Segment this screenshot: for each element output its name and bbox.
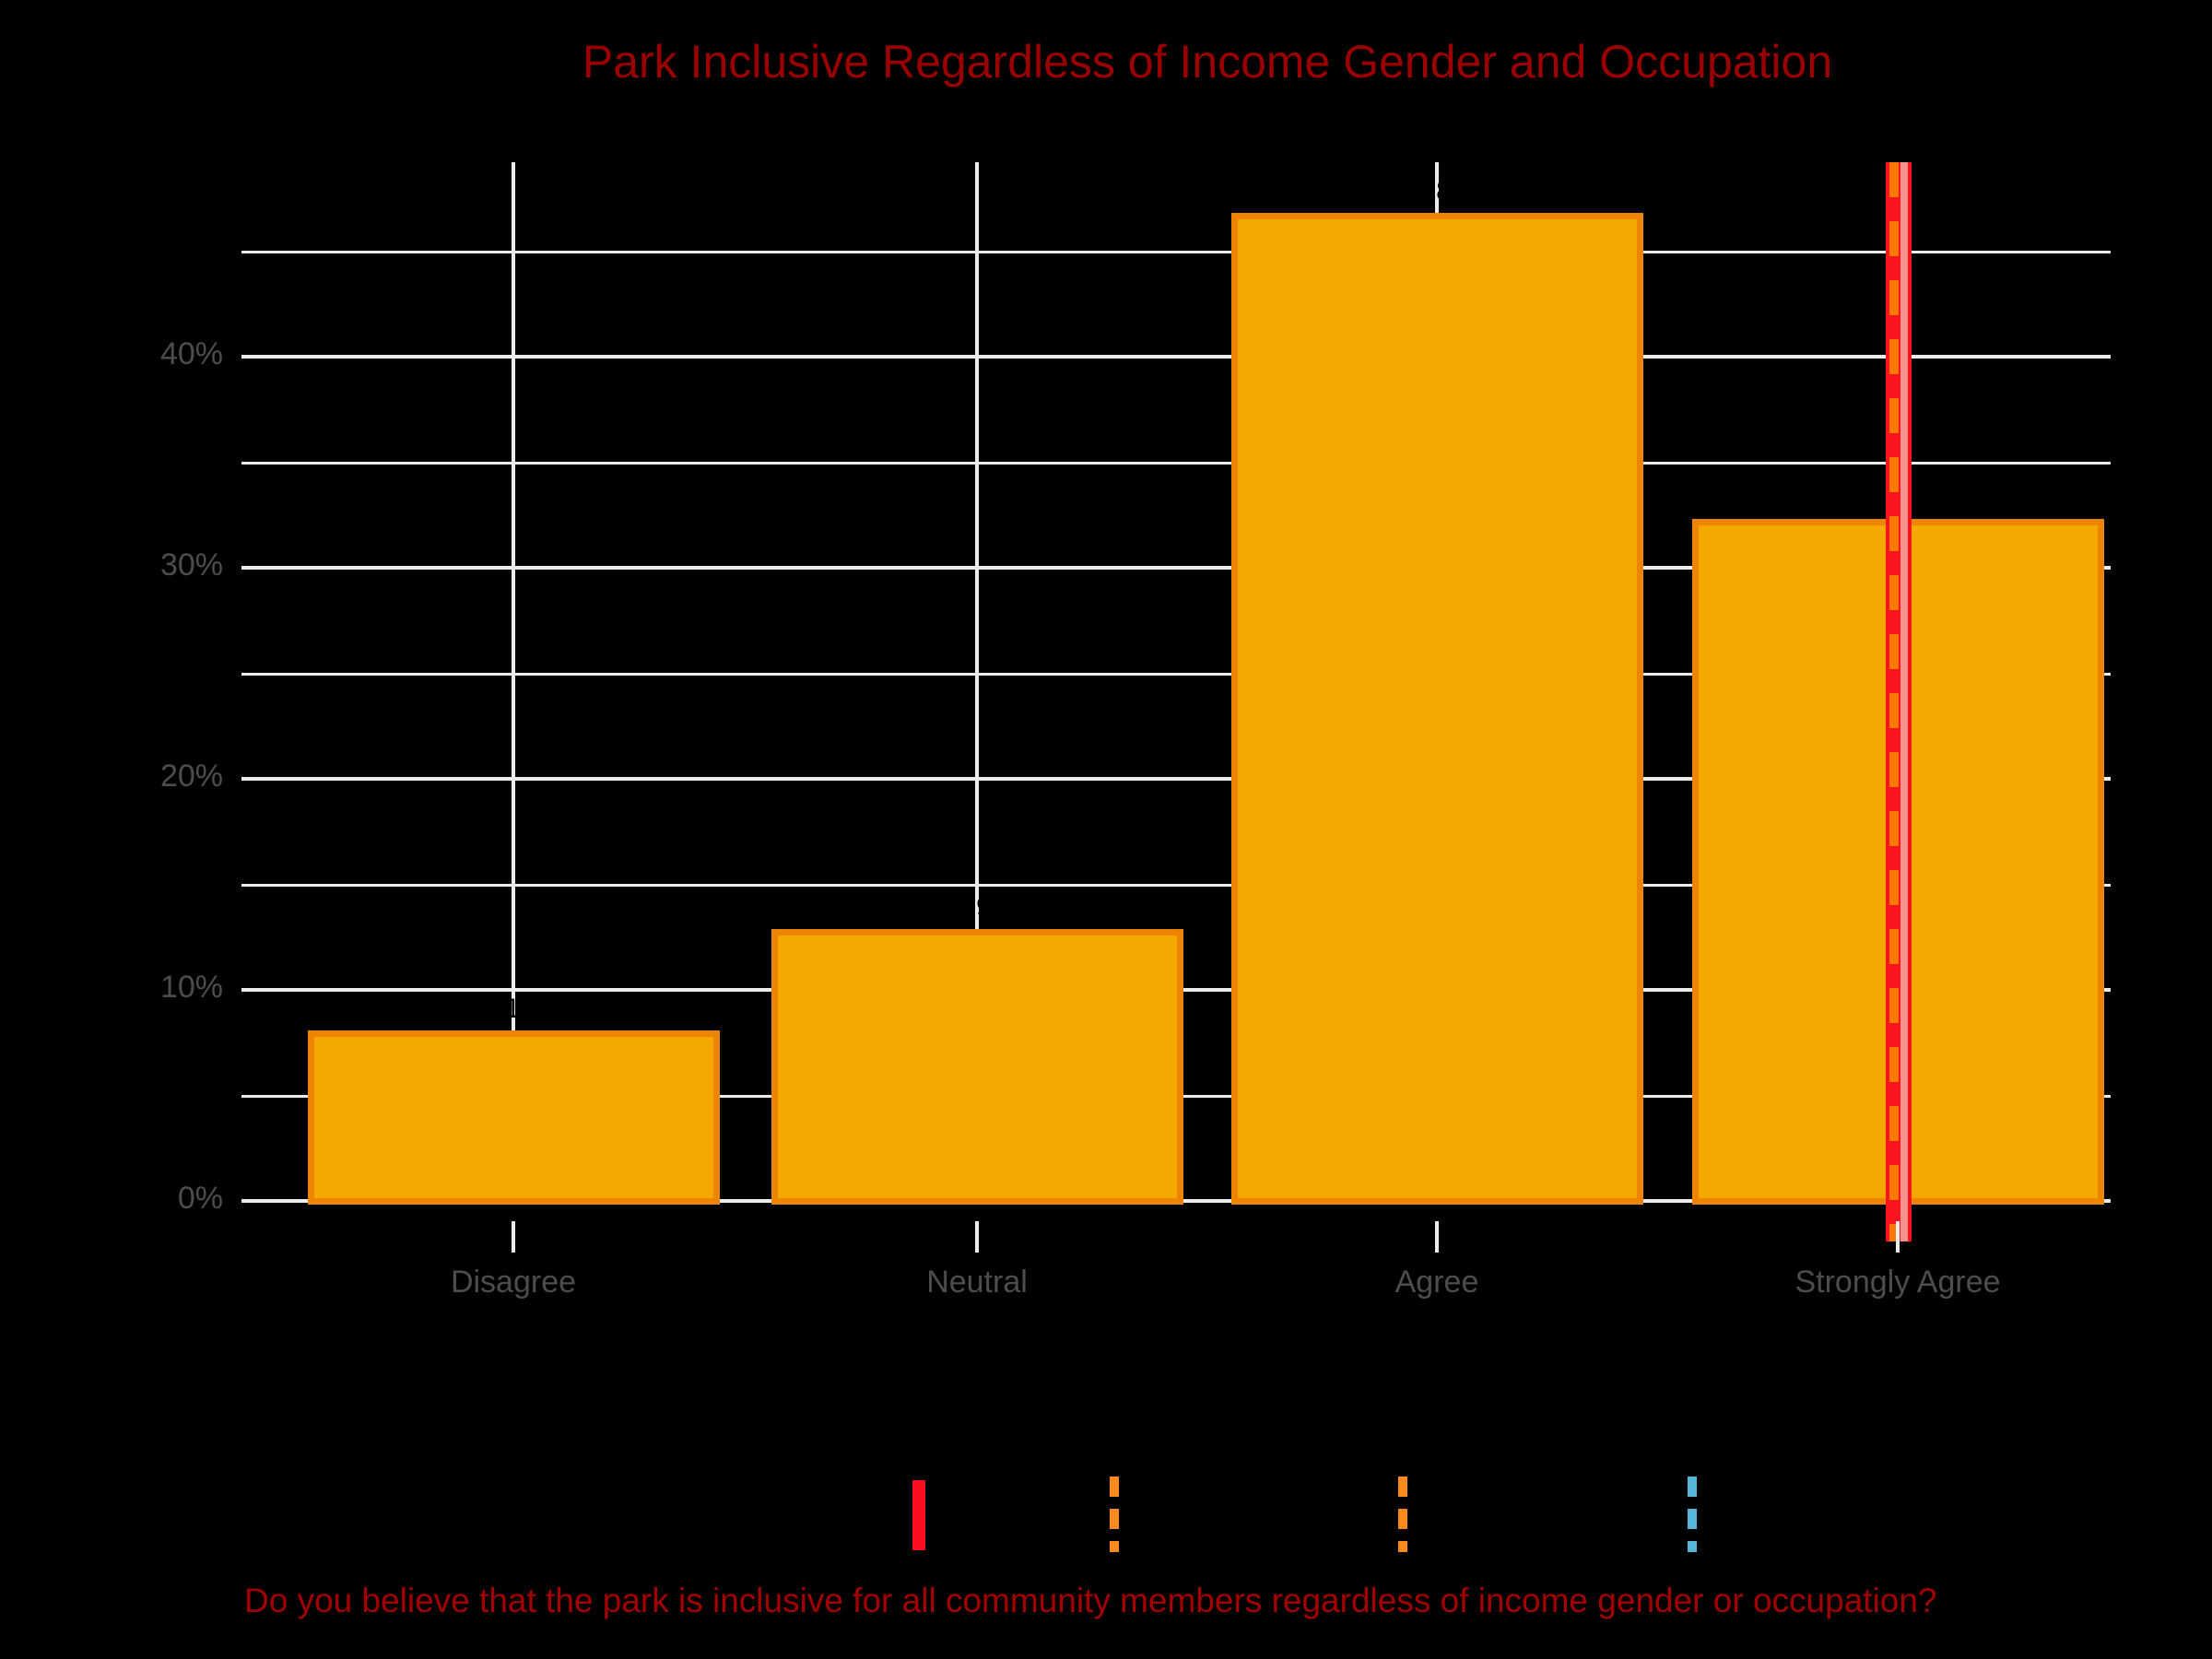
y-axis-tick-label: 0% <box>177 1181 223 1216</box>
gridline-major-h <box>241 355 2111 359</box>
gridline-major-h <box>241 566 2111 570</box>
y-axis-tick-label: 30% <box>159 547 223 582</box>
y-axis-tick-label: 10% <box>159 970 223 1005</box>
gridline-minor-h <box>241 672 2111 676</box>
x-axis-tick <box>1896 1221 1900 1253</box>
x-axis-label-disagree: Disagree <box>450 1265 577 1300</box>
x-axis-tick <box>512 1221 515 1253</box>
reference-line-core <box>1900 162 1908 1241</box>
gridline-minor-h <box>241 883 2111 887</box>
legend-key-dashed-line-1 <box>1110 1477 1119 1552</box>
gridline-v-disagree <box>512 162 515 1201</box>
y-axis-tick-label: 40% <box>159 336 223 371</box>
x-axis-tick <box>975 1221 979 1253</box>
x-axis-tick <box>1435 1221 1439 1253</box>
bar-value-label-disagree: 8.1% <box>481 993 546 1024</box>
reference-line-orange-dashed <box>1889 162 1899 1241</box>
bar-value-label-agree: 46.8% <box>1397 176 1477 207</box>
bar-neutral <box>771 928 1183 1205</box>
legend-key-dashed-line-3 <box>1688 1477 1697 1552</box>
chart-title: Park Inclusive Regardless of Income Gend… <box>582 36 1833 88</box>
legend <box>0 1471 2212 1554</box>
y-axis-tick-label: 20% <box>159 759 223 794</box>
x-axis-label-agree: Agree <box>1394 1265 1479 1300</box>
bar-disagree <box>307 1030 720 1205</box>
gridline-major-h <box>241 777 2111 781</box>
legend-key-solid-line-0 <box>912 1480 925 1550</box>
gridline-v-neutral <box>975 162 979 1201</box>
bar-value-label-neutral: 12.9% <box>937 891 1017 923</box>
caption-question: Do you believe that the park is inclusiv… <box>244 1582 1937 1619</box>
x-axis-label-strongly-agree: Strongly Agree <box>1794 1265 2001 1300</box>
gridline-minor-h <box>241 250 2111 253</box>
legend-key-dashed-line-2 <box>1398 1477 1407 1552</box>
gridline-minor-h <box>241 461 2111 465</box>
x-axis-label-neutral: Neutral <box>926 1265 1028 1300</box>
bar-agree <box>1230 213 1643 1205</box>
